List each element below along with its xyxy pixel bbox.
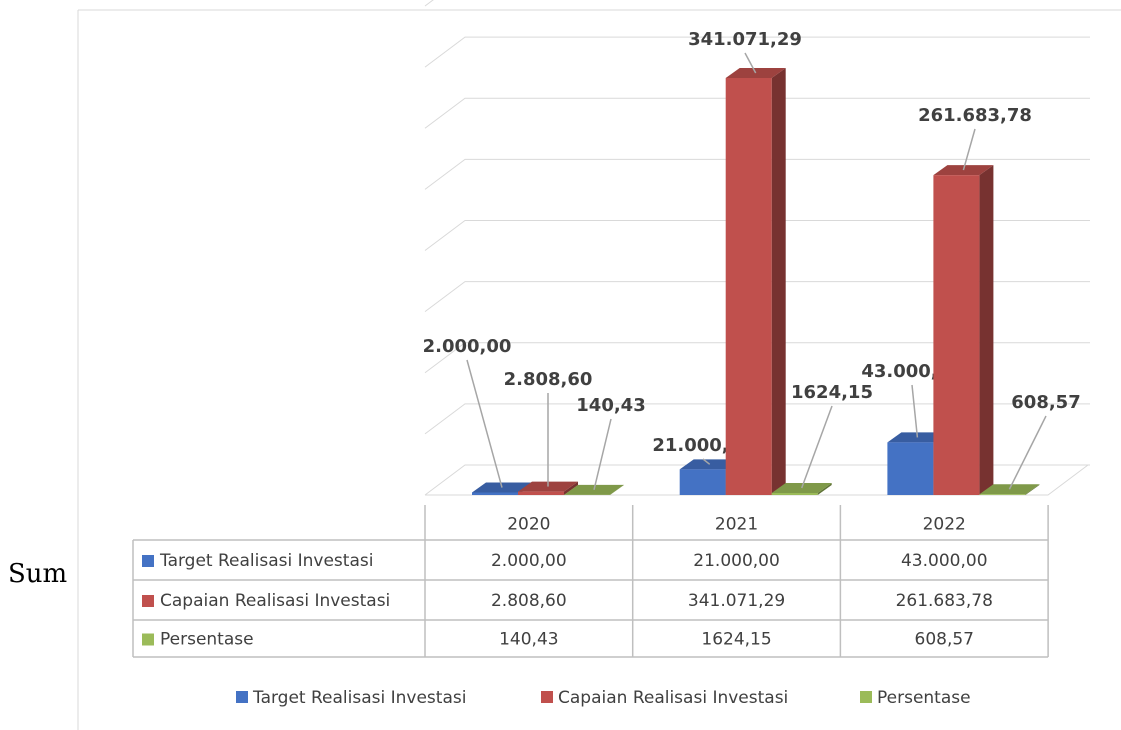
table-cell: 21.000,00 [693, 551, 780, 571]
table-cell: 341.071,29 [688, 591, 785, 611]
bar [725, 68, 786, 495]
data-label: 1624,15 [791, 382, 873, 403]
legend-key [541, 691, 553, 703]
bar-face [1025, 484, 1040, 495]
data-label: 261.683,78 [918, 105, 1032, 126]
legend-label: Target Realisasi Investasi [252, 688, 466, 708]
table-cell: 2.808,60 [491, 591, 567, 611]
bar [933, 165, 994, 495]
bar-face [771, 493, 818, 495]
grid-line [424, 0, 434, 7]
leader-line [466, 359, 503, 488]
leader-line [702, 458, 711, 465]
bar-face [933, 175, 980, 495]
bar-face [472, 492, 518, 495]
table-header: 2020 [507, 515, 550, 535]
bar-face [979, 494, 1026, 495]
grid-line [424, 342, 1090, 374]
leader-line [593, 418, 612, 491]
bar-face [979, 165, 994, 495]
table-cell: 261.683,78 [896, 591, 993, 611]
table-header: 2021 [715, 515, 758, 535]
leader-line [744, 52, 757, 74]
bar-face [679, 469, 726, 495]
grid-line [424, 36, 1090, 68]
data-label: 2.808,60 [504, 369, 593, 390]
data-label: 341.071,29 [688, 29, 802, 50]
legend-key [142, 595, 154, 607]
table-cell: 43.000,00 [901, 551, 988, 571]
legend-key [860, 691, 872, 703]
table-cell: 2.000,00 [491, 551, 567, 571]
grid-line [424, 97, 1090, 129]
table-header: 2022 [923, 515, 966, 535]
grid-line [424, 403, 1090, 435]
bar-face [725, 78, 772, 495]
legend-label: Persentase [877, 688, 971, 708]
grid-line [424, 281, 1090, 313]
legend-key [236, 691, 248, 703]
data-label: 2.000,00 [423, 336, 512, 357]
data-label: 140,43 [576, 395, 645, 416]
leader-line [911, 384, 919, 438]
bar-face [564, 481, 578, 495]
bar-face [610, 484, 624, 495]
leader-line [962, 128, 976, 171]
legend-label: Capaian Realisasi Investasi [558, 688, 788, 708]
grid-line [424, 220, 1090, 251]
table-cell: 1624,15 [701, 630, 771, 650]
grid-line [424, 464, 1090, 496]
table-row-label: Persentase [160, 630, 254, 650]
bar-face [817, 483, 832, 495]
bar-face [887, 442, 934, 495]
leader-line [800, 405, 833, 489]
legend-key [142, 633, 154, 646]
grid-line [424, 158, 1090, 190]
legend-key [142, 555, 154, 567]
bar-face [771, 68, 786, 495]
fragment-text: Sum [8, 559, 67, 589]
table-cell: 140,43 [499, 630, 558, 650]
table-cell: 608,57 [915, 630, 974, 650]
table-row-label: Capaian Realisasi Investasi [160, 591, 390, 611]
floor [425, 464, 1089, 496]
bar-face [518, 491, 564, 495]
leader-line [1008, 415, 1047, 490]
data-label: 608,57 [1011, 392, 1080, 413]
table-row-label: Target Realisasi Investasi [159, 551, 373, 571]
